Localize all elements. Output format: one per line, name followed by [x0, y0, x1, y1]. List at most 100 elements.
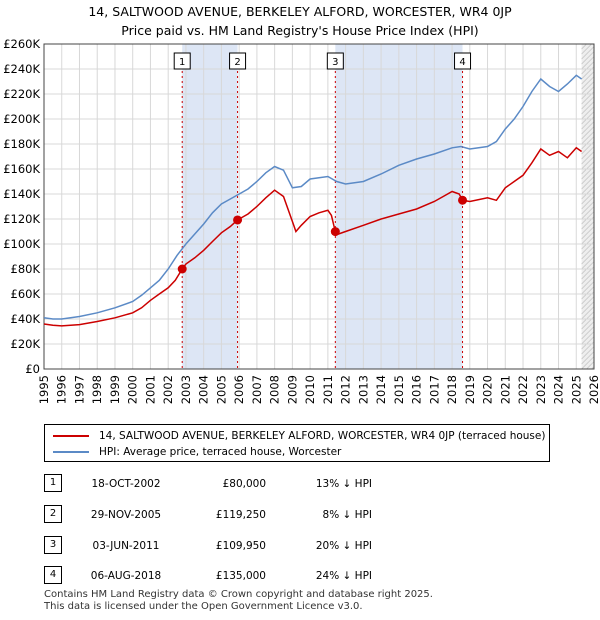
forecast-hatch	[581, 211, 595, 225]
sale-marker-box	[326, 52, 344, 70]
row-hpi: 13% ↓ HPI	[315, 478, 372, 490]
x-tick-label: 2008	[268, 375, 282, 404]
price-chart: £0 £20K £40K £60K £80K £100K £120K £140K £160K £1…	[3, 37, 600, 404]
x-tick-label: 2014	[374, 375, 388, 404]
x-tick-label: 2023	[534, 375, 548, 404]
forecast-hatch	[581, 226, 595, 240]
forecast-hatch	[581, 51, 595, 65]
y-tick-label: £260K	[3, 37, 40, 51]
x-tick-label: 1996	[55, 375, 69, 404]
forecast-hatch	[581, 43, 592, 55]
forecast-hatch	[581, 296, 595, 310]
forecast-hatch	[581, 246, 595, 260]
forecast-hatch	[581, 151, 595, 165]
row-hpi: 20% ↓ HPI	[315, 540, 372, 552]
row-date: 06-AUG-2018	[90, 570, 162, 582]
row-price: £80,000	[222, 478, 266, 490]
x-tick-label: 2000	[126, 375, 140, 404]
forecast-hatch	[581, 161, 595, 175]
forecast-hatch	[581, 186, 595, 200]
sale-marker-box	[454, 52, 472, 70]
y-tick-label: £120K	[3, 212, 40, 226]
row-marker: 2	[44, 505, 62, 523]
x-tick-label: 2010	[303, 375, 317, 404]
x-tick-label: 2026	[587, 375, 600, 404]
forecast-hatch	[581, 231, 595, 245]
sale-marker-box	[173, 52, 191, 70]
y-tick-label: £240K	[3, 62, 40, 76]
plot-area	[44, 44, 594, 369]
forecast-hatch	[581, 46, 595, 60]
sale-marker-label: 2	[234, 57, 240, 68]
forecast-hatch	[581, 121, 595, 135]
row-price: £135,000	[215, 570, 266, 582]
x-tick-label: 2009	[285, 375, 299, 404]
forecast-hatch	[581, 176, 595, 190]
chart-title: 14, SALTWOOD AVENUE, BERKELEY ALFORD, WO…	[0, 2, 600, 40]
y-tick-label: £180K	[3, 137, 40, 151]
hpi-line	[43, 74, 583, 320]
forecast-hatch	[581, 301, 595, 315]
row-marker: 1	[44, 474, 62, 492]
sale-marker-label: 3	[332, 57, 338, 68]
forecast-hatch	[581, 126, 595, 140]
x-tick-label: 2018	[445, 375, 459, 404]
forecast-hatch	[581, 331, 595, 345]
x-tick-label: 2021	[498, 375, 512, 404]
forecast-hatch	[581, 111, 595, 125]
x-tick-label: 1998	[90, 375, 104, 404]
forecast-region	[581, 44, 594, 369]
footer-line1: Contains HM Land Registry data © Crown c…	[44, 589, 433, 600]
footer: Contains HM Land Registry data © Crown c…	[44, 589, 433, 613]
x-tick-label: 2020	[481, 375, 495, 404]
x-tick-label: 2015	[392, 375, 406, 404]
forecast-hatch	[581, 201, 595, 215]
forecast-hatch	[581, 171, 595, 185]
row-date: 03-JUN-2011	[92, 540, 160, 552]
legend-swatch-hpi	[53, 451, 89, 453]
sale-point	[330, 227, 340, 237]
row-marker: 3	[44, 536, 62, 554]
row-hpi: 8% ↓ HPI	[322, 509, 372, 521]
forecast-hatch	[581, 56, 595, 70]
y-tick-label: £220K	[3, 87, 40, 101]
row-date: 18-OCT-2002	[91, 478, 161, 490]
forecast-hatch	[581, 336, 595, 350]
legend-label-property: 14, SALTWOOD AVENUE, BERKELEY ALFORD, WO…	[99, 430, 546, 442]
forecast-hatch	[581, 96, 595, 110]
y-tick-label: £60K	[11, 287, 41, 301]
forecast-hatch	[581, 146, 595, 160]
forecast-hatch	[581, 81, 595, 95]
y-tick-label: £20K	[11, 337, 41, 351]
forecast-hatch	[581, 326, 595, 340]
forecast-hatch	[581, 86, 595, 100]
y-tick-label: £160K	[3, 162, 40, 176]
forecast-hatch	[581, 351, 595, 365]
x-tick-label: 2012	[339, 375, 353, 404]
row-price: £109,950	[215, 540, 266, 552]
sale-marker-box	[229, 52, 247, 70]
property-line	[43, 146, 583, 327]
forecast-hatch	[581, 206, 595, 220]
forecast-hatch	[581, 236, 595, 250]
y-tick-label: £80K	[11, 262, 41, 276]
forecast-hatch	[586, 361, 595, 370]
x-tick-label: 2007	[250, 375, 264, 404]
forecast-hatch	[581, 321, 595, 335]
legend: 14, SALTWOOD AVENUE, BERKELEY ALFORD, WO…	[44, 424, 550, 462]
forecast-hatch	[581, 196, 595, 210]
forecast-hatch	[581, 156, 595, 170]
title-line1: 14, SALTWOOD AVENUE, BERKELEY ALFORD, WO…	[88, 4, 512, 19]
x-tick-label: 2001	[143, 375, 157, 404]
y-tick-label: £200K	[3, 112, 40, 126]
forecast-hatch	[581, 346, 595, 360]
x-tick-label: 2006	[232, 375, 246, 404]
x-tick-label: 2016	[410, 375, 424, 404]
legend-item-hpi: HPI: Average price, terraced house, Worc…	[53, 444, 341, 460]
x-tick-label: 1995	[37, 375, 51, 404]
forecast-hatch	[581, 71, 595, 85]
x-tick-label: 2013	[356, 375, 370, 404]
row-hpi: 24% ↓ HPI	[315, 570, 372, 582]
forecast-hatch	[581, 43, 587, 50]
title-line2: Price paid vs. HM Land Registry's House …	[121, 23, 479, 38]
